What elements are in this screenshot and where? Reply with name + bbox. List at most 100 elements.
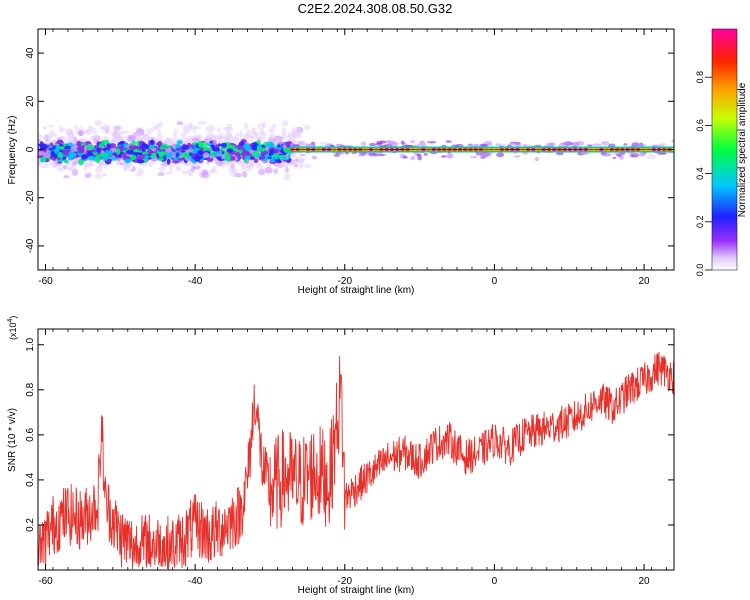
spectrogram-cell <box>201 171 210 179</box>
spectrogram-cell <box>609 151 617 156</box>
spectrogram-cell <box>548 142 555 148</box>
spectrogram-cell <box>602 153 612 157</box>
spectrogram-cell <box>225 155 231 162</box>
spectrogram-cell <box>402 155 408 159</box>
spectrogram-cell <box>136 159 145 164</box>
spectrogram-cell <box>178 151 183 156</box>
spectrogram-cell <box>158 166 166 172</box>
spectrogram-cell <box>181 170 188 175</box>
spectrogram-cell <box>197 141 204 146</box>
spectrogram-cell <box>110 143 117 149</box>
spectrogram-cell <box>221 154 226 160</box>
spectrogram-cell <box>496 152 505 158</box>
spectrogram-cell <box>127 135 135 143</box>
spectrogram-cell <box>158 121 164 127</box>
spectrogram-cell <box>68 151 76 158</box>
spectrogram-cell <box>125 149 134 155</box>
spectrogram-cell <box>70 159 76 163</box>
spectrogram-cell <box>53 161 57 169</box>
spectrogram-xlabel: Height of straight line (km) <box>298 285 415 296</box>
spectrogram-cell <box>87 125 93 133</box>
spectrogram-cell <box>206 132 215 139</box>
spectrogram-cell <box>119 162 124 166</box>
spectrogram-cell <box>54 154 58 159</box>
spectrogram-cell <box>213 158 218 164</box>
spectrogram-cell <box>122 143 129 147</box>
spectrogram-cell <box>263 150 269 155</box>
spectrogram-cell <box>333 154 341 157</box>
spectrogram-cell <box>281 120 289 127</box>
spectrogram-cell <box>109 150 113 157</box>
snr-scale-label: (x104) <box>7 316 18 340</box>
colorbar-tick-label: 0.6 <box>695 119 705 132</box>
spectrogram-cell <box>150 126 158 131</box>
spectrogram-cell <box>283 173 291 181</box>
spectrogram-cell <box>38 151 42 156</box>
spectrogram-cell <box>202 152 210 158</box>
spectrogram-cell <box>50 133 58 138</box>
spectrogram-cell <box>470 155 478 159</box>
spectrogram-cell <box>167 141 173 146</box>
spectrogram-cell <box>413 144 419 147</box>
spectrogram-cell <box>258 169 266 176</box>
spectrogram-cell <box>235 152 241 157</box>
spectrogram-cell <box>273 148 280 154</box>
spectrogram-cell <box>335 143 341 147</box>
spectrogram-cell <box>102 155 109 161</box>
spectrogram-cell <box>125 162 133 167</box>
spectrogram-cell <box>155 153 159 157</box>
spectrogram-cell <box>306 143 315 147</box>
spectrogram-heatmap <box>38 120 674 181</box>
snr-series-line <box>38 352 674 570</box>
spectrogram-cell <box>233 139 241 143</box>
spectrogram-cell <box>246 128 252 137</box>
spectrogram-cell <box>77 129 85 136</box>
colorbar-tick-label: 0.0 <box>695 264 705 277</box>
spectrogram-cell <box>186 149 194 153</box>
colorbar-tick-label: 0.2 <box>695 216 705 229</box>
spectrogram-cell <box>116 132 121 138</box>
spectrogram-cell <box>600 141 610 146</box>
spectrogram-cell <box>417 155 422 161</box>
spectrogram-cell <box>658 142 668 148</box>
spectrogram-cell <box>427 142 435 146</box>
spectrogram-cell <box>252 126 257 135</box>
spectrogram-cell <box>277 141 285 144</box>
spectrogram-cell <box>268 141 273 148</box>
spectrogram-cell <box>40 163 50 169</box>
spectrogram-cell <box>559 142 568 145</box>
svg-text:(x104): (x104) <box>7 316 18 340</box>
spectrogram-cell <box>205 125 215 133</box>
snr-xtick-label: -60 <box>38 576 53 587</box>
spectrogram-cell <box>129 144 137 151</box>
spectrogram-cell <box>293 163 299 168</box>
spectrogram-cell <box>77 145 85 152</box>
spectrogram-cell <box>166 158 171 165</box>
spectrogram-cell <box>211 165 217 171</box>
spectrogram-cell <box>40 143 48 151</box>
spectrogram-cell <box>160 161 169 167</box>
spectrogram-cell <box>197 120 207 125</box>
spectrogram-cell <box>74 124 78 132</box>
spectrogram-cell <box>426 141 437 144</box>
spectrogram-cell <box>271 123 277 130</box>
spectrogram-cell <box>168 163 178 167</box>
spectrogram-cell <box>612 156 617 159</box>
spectrogram-cell <box>400 140 405 145</box>
spectrogram-cell <box>176 121 184 126</box>
spectrogram-cell <box>271 154 279 158</box>
spectrogram-cell <box>209 155 216 159</box>
spectrogram-cell <box>579 151 590 155</box>
spectrogram-cell <box>299 159 305 163</box>
spectrogram-cell <box>210 144 215 149</box>
spectrogram-cell <box>95 156 100 164</box>
spectrogram-cell <box>157 157 165 161</box>
spectrogram-cell <box>42 125 47 130</box>
spectrogram-cell <box>257 154 262 157</box>
spectrogram-cell <box>283 147 291 153</box>
spectrogram-xtick-label: 0 <box>492 276 498 287</box>
spectrogram-cell <box>78 150 85 154</box>
spectrogram-cell <box>191 138 201 142</box>
spectrogram-ytick-label: 0 <box>25 146 36 152</box>
chart-title: C2E2.2024.308.08.50.G32 <box>297 1 453 16</box>
